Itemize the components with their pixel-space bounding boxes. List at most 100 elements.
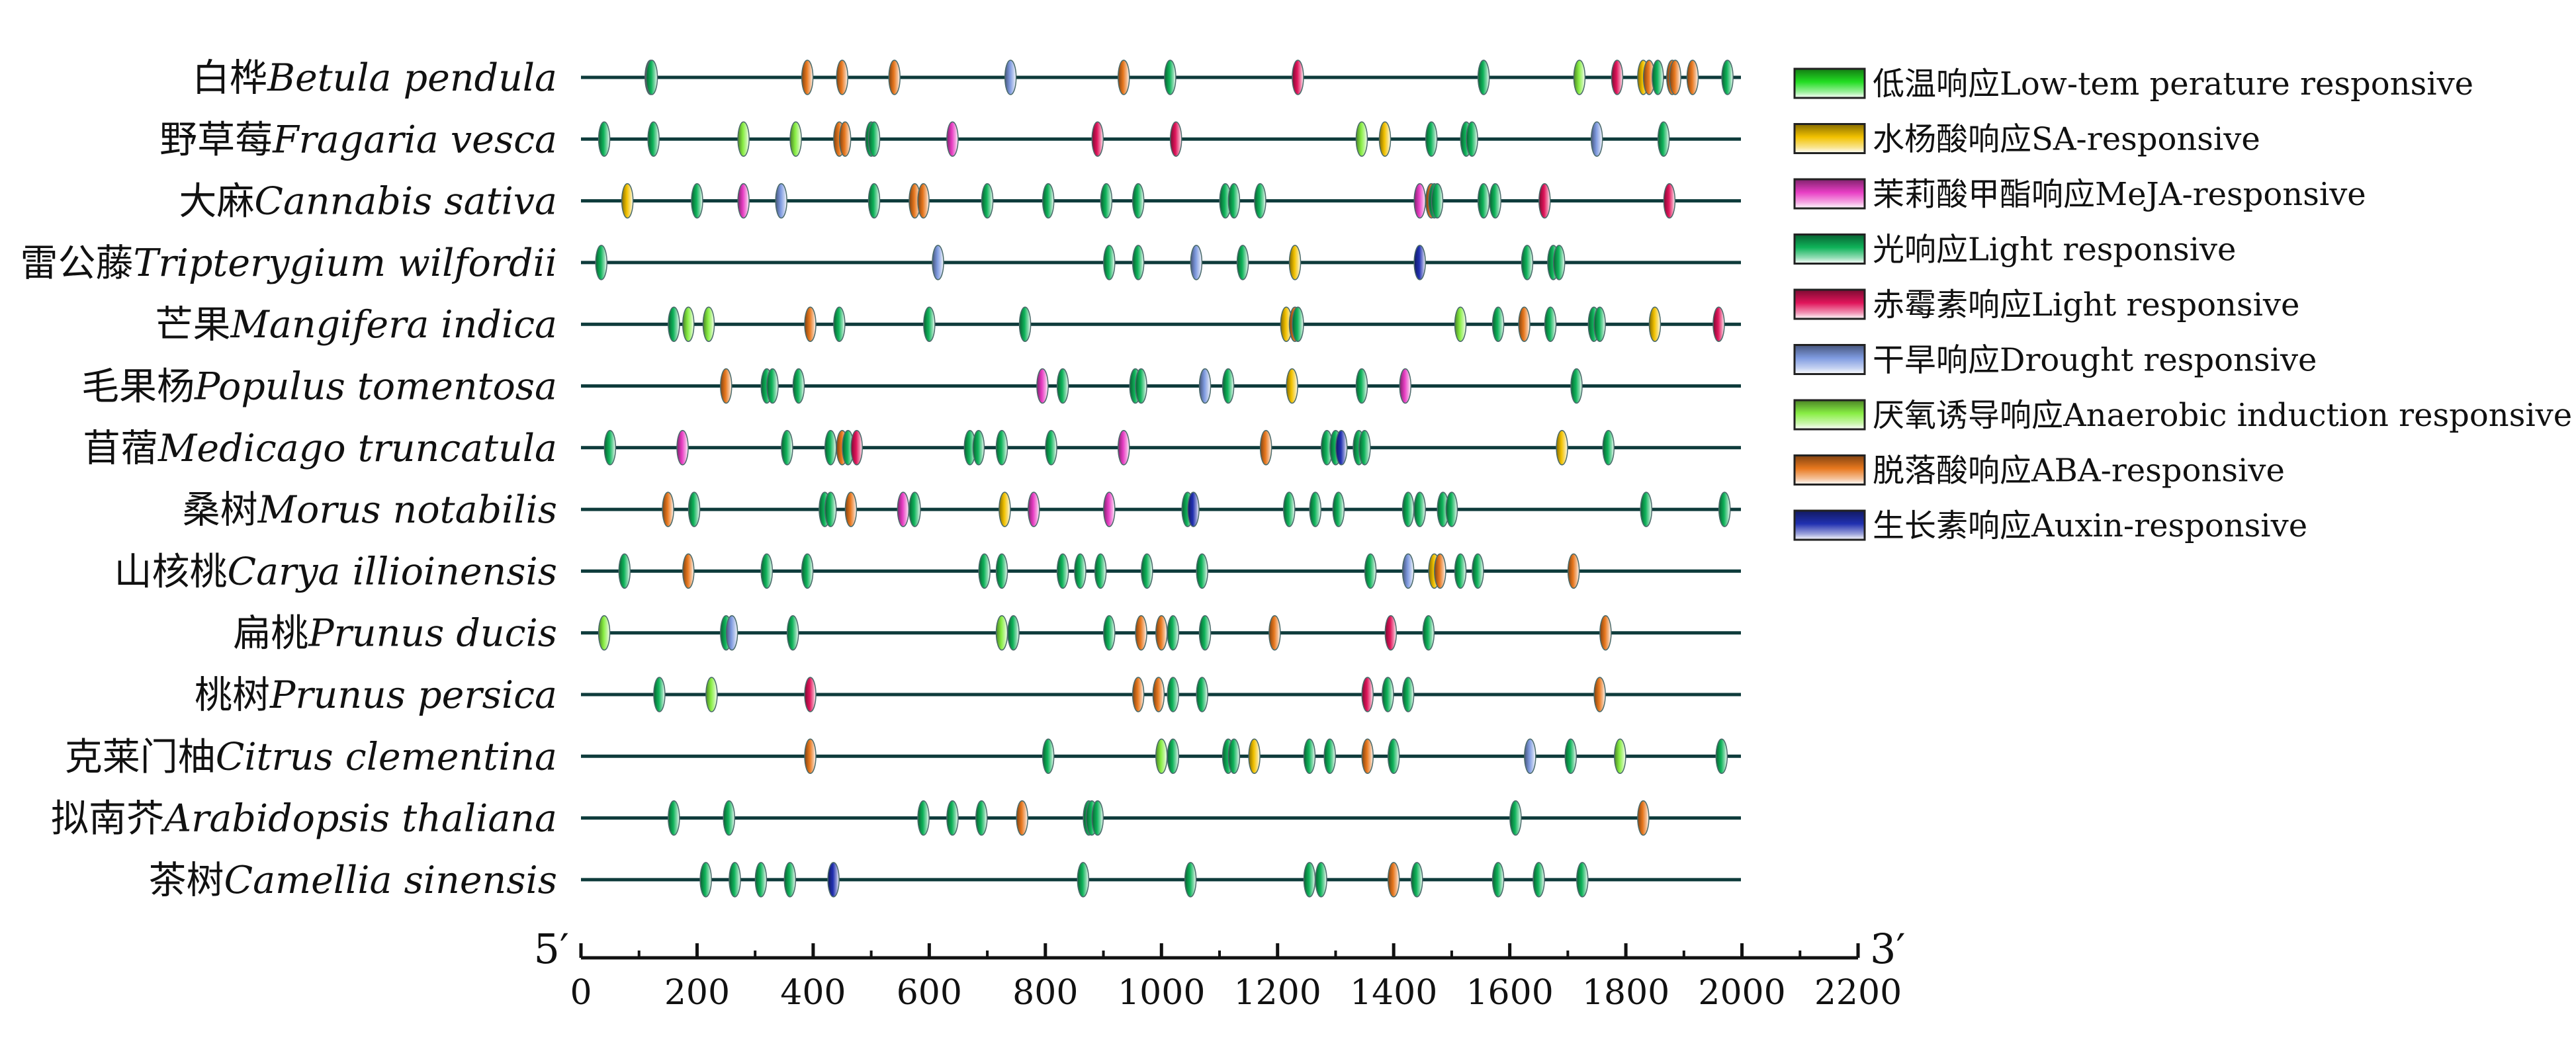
cis-element-marker bbox=[1599, 615, 1612, 651]
cis-element-marker bbox=[1576, 862, 1589, 898]
cis-element-marker bbox=[1454, 306, 1467, 342]
cis-element-marker bbox=[1401, 553, 1415, 589]
cis-element-marker bbox=[1074, 553, 1087, 589]
cis-element-marker bbox=[789, 121, 802, 157]
cis-element-marker bbox=[1167, 738, 1180, 775]
tick-label: 2200 bbox=[1814, 973, 1902, 1013]
cis-element-marker bbox=[1472, 553, 1484, 589]
cis-element-marker bbox=[1382, 677, 1394, 712]
cis-element-marker bbox=[801, 60, 814, 95]
cis-element-marker bbox=[1387, 738, 1400, 775]
cis-element-marker bbox=[1712, 306, 1725, 342]
cis-element-marker bbox=[804, 306, 817, 342]
cis-element-marker bbox=[1491, 862, 1505, 898]
species-cn-name: 大麻 bbox=[179, 180, 254, 224]
tick-label: 400 bbox=[780, 973, 846, 1013]
cis-element-marker bbox=[1445, 491, 1458, 527]
cis-element-marker bbox=[1164, 60, 1177, 95]
cis-element-marker bbox=[838, 121, 852, 157]
cis-element-marker bbox=[1413, 491, 1426, 527]
cis-element-marker bbox=[1358, 430, 1371, 466]
species-label: 雷公藤Tripterygium wilfordii bbox=[20, 241, 557, 285]
cis-element-marker bbox=[1573, 60, 1586, 95]
cis-element-marker bbox=[1268, 615, 1281, 651]
cis-element-marker bbox=[621, 183, 634, 219]
cis-element-marker bbox=[1411, 862, 1423, 898]
cis-element-marker bbox=[1155, 738, 1168, 775]
cis-element-marker bbox=[1259, 430, 1272, 466]
tick-label: 1200 bbox=[1234, 973, 1321, 1013]
cis-element-marker bbox=[1361, 738, 1374, 775]
cis-element-marker bbox=[1570, 368, 1583, 404]
cis-element-marker bbox=[1401, 677, 1415, 712]
cis-element-marker bbox=[1004, 60, 1017, 95]
cis-element-marker bbox=[1521, 245, 1534, 280]
species-label: 野草莓Fragaria vesca bbox=[159, 118, 557, 161]
species-cn-name: 白桦 bbox=[192, 56, 267, 100]
cis-element-marker bbox=[1431, 183, 1444, 219]
cis-element-marker bbox=[723, 800, 735, 836]
cis-element-marker bbox=[702, 306, 715, 342]
cis-element-marker bbox=[668, 800, 680, 836]
cis-element-marker bbox=[1361, 677, 1374, 712]
legend-label: 脱落酸响应ABA-responsive bbox=[1873, 452, 2285, 489]
cis-element-marker bbox=[647, 121, 660, 157]
cis-element-marker bbox=[1103, 245, 1116, 280]
legend-item: 赤霉素响应Light responsive bbox=[1793, 286, 2299, 323]
cis-element-marker bbox=[1524, 738, 1536, 775]
x-axis: 0 200 400 600 800 1000 1200 1400 1600 1800 2000 220… bbox=[533, 925, 1905, 1013]
cis-element-marker bbox=[1155, 615, 1168, 651]
cis-element-marker bbox=[1413, 245, 1426, 280]
cis-element-marker bbox=[699, 862, 712, 898]
cis-element-marker bbox=[720, 368, 733, 404]
species-row: 大麻Cannabis sativa bbox=[179, 180, 1741, 224]
cis-element-marker bbox=[1283, 491, 1296, 527]
species-cn-name: 山核桃 bbox=[114, 550, 228, 593]
three-prime-label: 3′ bbox=[1870, 925, 1906, 973]
cis-element-marker bbox=[1094, 553, 1107, 589]
legend-item: 厌氧诱导响应Anaerobic induction responsive bbox=[1793, 397, 2572, 434]
species-cn-name: 野草莓 bbox=[159, 118, 273, 161]
cis-element-marker bbox=[729, 862, 741, 898]
cis-element-marker bbox=[1669, 60, 1681, 95]
cis-element-marker bbox=[1332, 491, 1345, 527]
cis-element-marker bbox=[923, 306, 936, 342]
cis-element-marker bbox=[1091, 800, 1104, 836]
species-label: 茶树Camellia sinensis bbox=[148, 859, 557, 902]
cis-element-marker bbox=[1532, 862, 1545, 898]
cis-element-marker bbox=[824, 430, 837, 466]
cis-element-marker bbox=[1652, 60, 1664, 95]
cis-element-marker bbox=[995, 615, 1008, 651]
species-label: 白桦Betula pendula bbox=[192, 56, 557, 100]
cis-element-marker bbox=[1509, 800, 1522, 836]
cis-element-marker bbox=[1466, 121, 1478, 157]
cis-element-marker bbox=[850, 430, 863, 466]
cis-element-marker bbox=[946, 800, 959, 836]
species-latin-name: Morus notabilis bbox=[257, 488, 557, 532]
cis-element-marker bbox=[844, 491, 858, 527]
tick-label: 1800 bbox=[1582, 973, 1669, 1013]
tick-label: 200 bbox=[664, 973, 730, 1013]
cis-element-marker bbox=[783, 862, 797, 898]
cis-element-marker bbox=[1309, 491, 1321, 527]
species-row: 山核桃Carya illioinensis bbox=[114, 550, 1741, 593]
cis-element-marker bbox=[1103, 491, 1116, 527]
cis-element-marker bbox=[1167, 677, 1180, 712]
species-row: 雷公藤Tripterygium wilfordii bbox=[20, 241, 1741, 285]
species-latin-name: Prunus persica bbox=[269, 673, 557, 717]
cis-element-marker bbox=[1401, 491, 1415, 527]
cis-element-marker bbox=[1686, 60, 1699, 95]
species-cn-name: 拟南芥 bbox=[51, 797, 164, 841]
cis-element-marker bbox=[975, 800, 988, 836]
cis-element-marker bbox=[824, 491, 837, 527]
species-row: 毛果杨Populus tomentosa bbox=[81, 365, 1741, 409]
species-latin-name: Tripterygium wilfordii bbox=[133, 241, 557, 285]
species-row: 拟南芥Arabidopsis thaliana bbox=[51, 797, 1741, 841]
cis-element-marker bbox=[946, 121, 959, 157]
species-label: 大麻Cannabis sativa bbox=[179, 180, 557, 224]
legend-item: 茉莉酸甲酯响应MeJA-responsive bbox=[1793, 176, 2366, 213]
species-label: 桃树Prunus persica bbox=[195, 673, 557, 717]
cis-element-marker bbox=[1477, 60, 1490, 95]
cis-element-marker bbox=[618, 553, 631, 589]
cis-element-marker bbox=[1292, 60, 1304, 95]
